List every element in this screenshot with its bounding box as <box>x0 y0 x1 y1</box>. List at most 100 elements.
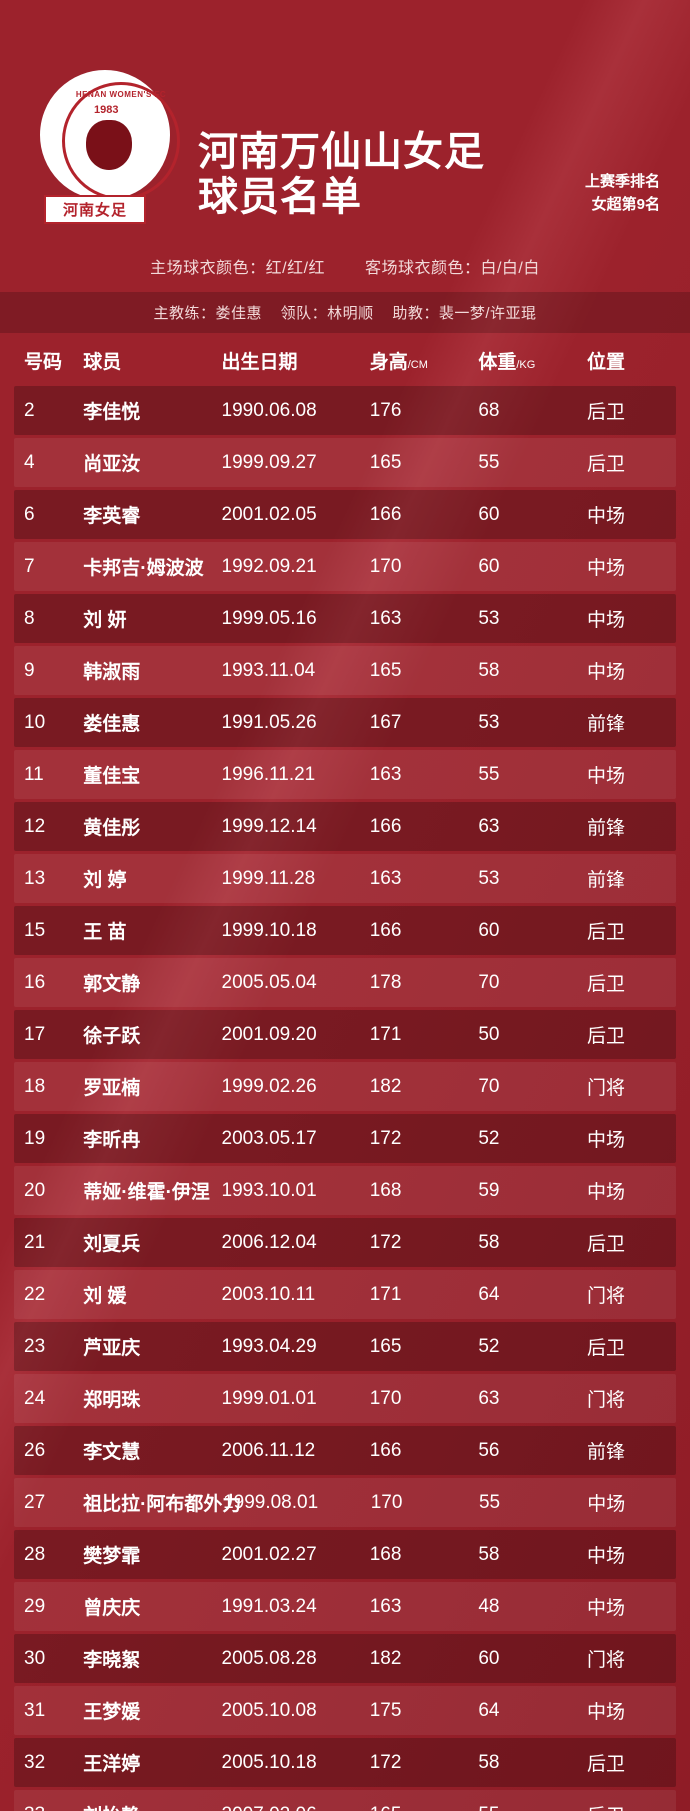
cell-height: 171 <box>370 1284 479 1306</box>
cell-position: 中场 <box>587 1697 666 1724</box>
cell-number: 31 <box>24 1700 83 1722</box>
cell-birth: 1991.03.24 <box>222 1596 370 1618</box>
cell-weight: 60 <box>478 504 587 526</box>
cell-birth: 2001.09.20 <box>222 1024 370 1046</box>
cell-name: 刘怡静 <box>83 1801 221 1811</box>
cell-number: 27 <box>24 1492 83 1514</box>
cell-position: 前锋 <box>587 865 666 892</box>
table-row: 4 尚亚汝 1999.09.27 165 55 后卫 <box>14 438 676 487</box>
table-row: 13 刘 婷 1999.11.28 163 53 前锋 <box>14 854 676 903</box>
table-row: 21 刘夏兵 2006.12.04 172 58 后卫 <box>14 1218 676 1267</box>
cell-height: 165 <box>370 660 479 682</box>
rank-line2: 女超第9名 <box>585 193 660 216</box>
cell-weight: 53 <box>478 868 587 890</box>
cell-height: 182 <box>370 1076 479 1098</box>
table-row: 20 蒂娅·维霍·伊涅 1993.10.01 168 59 中场 <box>14 1166 676 1215</box>
cell-weight: 64 <box>478 1284 587 1306</box>
table-row: 31 王梦媛 2005.10.08 175 64 中场 <box>14 1686 676 1735</box>
cell-birth: 1993.04.29 <box>222 1336 370 1358</box>
cell-name: 韩淑雨 <box>83 657 221 684</box>
cell-height: 172 <box>370 1232 479 1254</box>
col-header-number: 号码 <box>24 347 83 374</box>
table-row: 33刘怡静2007.02.0616555后卫 <box>14 1790 676 1811</box>
cell-birth: 2007.02.06 <box>222 1804 370 1811</box>
title-line1: 河南万仙山女足 <box>198 130 485 175</box>
cell-weight: 60 <box>478 920 587 942</box>
cell-name: 曾庆庆 <box>83 1593 221 1620</box>
cell-weight: 50 <box>478 1024 587 1046</box>
cell-weight: 63 <box>478 816 587 838</box>
cell-number: 17 <box>24 1024 83 1046</box>
table-row: 9 韩淑雨 1993.11.04 165 58 中场 <box>14 646 676 695</box>
cell-position: 中场 <box>587 1177 666 1204</box>
col-header-name: 球员 <box>83 347 221 374</box>
cell-number: 22 <box>24 1284 83 1306</box>
cell-height: 172 <box>370 1752 479 1774</box>
cell-height: 166 <box>370 816 479 838</box>
cell-position: 后卫 <box>587 1229 666 1256</box>
logo-year-text: 1983 <box>94 104 118 116</box>
table-rows-container: 2 李佳悦 1990.06.08 176 68 后卫 4 尚亚汝 1999.09.27 165 55… <box>14 386 676 1811</box>
cell-height: 163 <box>370 868 479 890</box>
cell-number: 32 <box>24 1752 83 1774</box>
team-logo: HENAN WOMEN'S FC 1983 河南女足 <box>30 70 180 220</box>
rank-line1: 上赛季排名 <box>585 170 660 193</box>
cell-birth: 2005.10.08 <box>222 1700 370 1722</box>
cell-weight: 70 <box>478 1076 587 1098</box>
cell-position: 后卫 <box>587 1021 666 1048</box>
cell-position: 门将 <box>587 1385 666 1412</box>
cell-position: 后卫 <box>587 917 666 944</box>
table-row: 11 董佳宝 1996.11.21 163 55 中场 <box>14 750 676 799</box>
cell-birth: 2005.08.28 <box>222 1648 370 1670</box>
cell-position: 门将 <box>587 1645 666 1672</box>
cell-number: 20 <box>24 1180 83 1202</box>
cell-name: 郑明珠 <box>83 1385 221 1412</box>
cell-position: 中场 <box>587 657 666 684</box>
cell-weight: 60 <box>478 556 587 578</box>
cell-position: 中场 <box>587 1489 666 1516</box>
cell-position: 中场 <box>587 761 666 788</box>
cell-position: 后卫 <box>587 397 666 424</box>
cell-position: 后卫 <box>587 449 666 476</box>
cell-birth: 1999.01.01 <box>222 1388 370 1410</box>
cell-name: 祖比拉·阿布都外力 <box>83 1489 223 1516</box>
table-row: 16 郭文静 2005.05.04 178 70 后卫 <box>14 958 676 1007</box>
header-section: HENAN WOMEN'S FC 1983 河南女足 河南万仙山女足 球员名单 … <box>0 0 690 240</box>
cell-birth: 1993.10.01 <box>222 1180 370 1202</box>
cell-height: 165 <box>370 452 479 474</box>
cell-weight: 58 <box>478 660 587 682</box>
cell-height: 163 <box>370 764 479 786</box>
title-block: 河南万仙山女足 球员名单 上赛季排名 女超第9名 <box>198 130 660 220</box>
cell-height: 170 <box>370 1388 479 1410</box>
table-row: 10 娄佳惠 1991.05.26 167 53 前锋 <box>14 698 676 747</box>
cell-position: 后卫 <box>587 969 666 996</box>
cell-weight: 60 <box>478 1648 587 1670</box>
cell-number: 28 <box>24 1544 83 1566</box>
cell-height: 172 <box>370 1128 479 1150</box>
cell-weight: 56 <box>478 1440 587 1462</box>
cell-birth: 1990.06.08 <box>222 400 370 422</box>
cell-birth: 2001.02.05 <box>222 504 370 526</box>
cell-number: 9 <box>24 660 83 682</box>
cell-position: 前锋 <box>587 1437 666 1464</box>
table-row: 32 王洋婷 2005.10.18 172 58 后卫 <box>14 1738 676 1787</box>
cell-name: 王 苗 <box>83 917 221 944</box>
table-row: 18 罗亚楠 1999.02.26 182 70 门将 <box>14 1062 676 1111</box>
cell-weight: 58 <box>478 1544 587 1566</box>
cell-weight: 55 <box>478 1804 587 1811</box>
cell-position: 中场 <box>587 605 666 632</box>
cell-weight: 58 <box>478 1232 587 1254</box>
table-row: 6 李英睿 2001.02.05 166 60 中场 <box>14 490 676 539</box>
cell-weight: 63 <box>478 1388 587 1410</box>
cell-height: 182 <box>370 1648 479 1670</box>
cell-name: 娄佳惠 <box>83 709 221 736</box>
cell-number: 10 <box>24 712 83 734</box>
cell-birth: 1999.02.26 <box>222 1076 370 1098</box>
cell-name: 蒂娅·维霍·伊涅 <box>83 1177 221 1204</box>
cell-weight: 55 <box>478 452 587 474</box>
roster-table: 号码 球员 出生日期 身高/CM 体重/KG 位置 2 李佳悦 1990.06.08… <box>0 333 690 1811</box>
cell-weight: 55 <box>479 1492 587 1514</box>
cell-number: 24 <box>24 1388 83 1410</box>
cell-name: 樊梦霏 <box>83 1541 221 1568</box>
cell-weight: 59 <box>478 1180 587 1202</box>
